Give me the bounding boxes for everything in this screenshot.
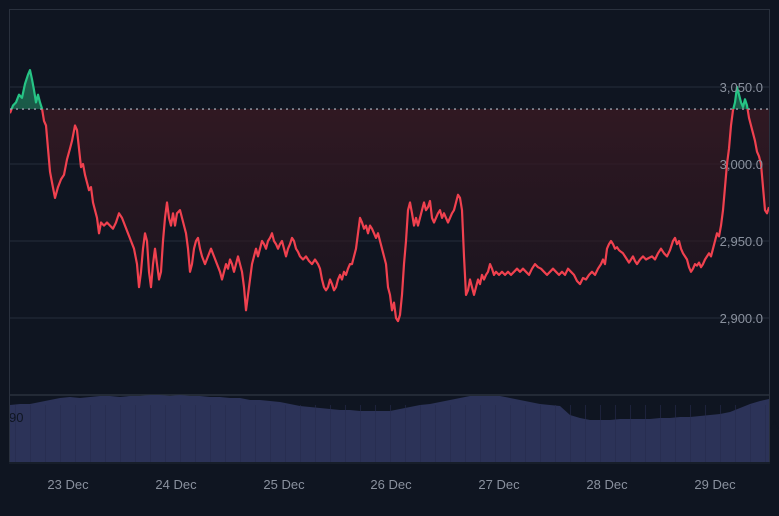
volume-right-label: A bbox=[770, 417, 779, 432]
x-tick-label: 27 Dec bbox=[478, 477, 520, 492]
volume-scale-label: 90 bbox=[9, 410, 23, 425]
x-tick-label: 26 Dec bbox=[370, 477, 412, 492]
x-tick-label: 25 Dec bbox=[263, 477, 305, 492]
volume-area bbox=[10, 395, 769, 462]
y-tick-label: 2,900.0 bbox=[720, 311, 763, 326]
volume-bars bbox=[15, 405, 766, 462]
x-axis-labels: 23 Dec 24 Dec 25 Dec 26 Dec 27 Dec 28 Dec 29 D… bbox=[47, 477, 736, 492]
y-tick-label: 2,950.0 bbox=[720, 234, 763, 249]
y-axis-labels: 3,050.0 3,000.0 2,950.0 2,900.0 bbox=[720, 80, 763, 326]
x-tick-label: 24 Dec bbox=[155, 477, 197, 492]
x-tick-label: 28 Dec bbox=[586, 477, 628, 492]
x-tick-label: 23 Dec bbox=[47, 477, 89, 492]
y-tick-label: 3,050.0 bbox=[720, 80, 763, 95]
price-line-below-baseline bbox=[10, 109, 769, 323]
x-tick-label: 29 Dec bbox=[694, 477, 736, 492]
price-area-below-baseline bbox=[10, 109, 769, 322]
chart-frame bbox=[9, 9, 770, 462]
y-tick-label: 3,000.0 bbox=[720, 157, 763, 172]
